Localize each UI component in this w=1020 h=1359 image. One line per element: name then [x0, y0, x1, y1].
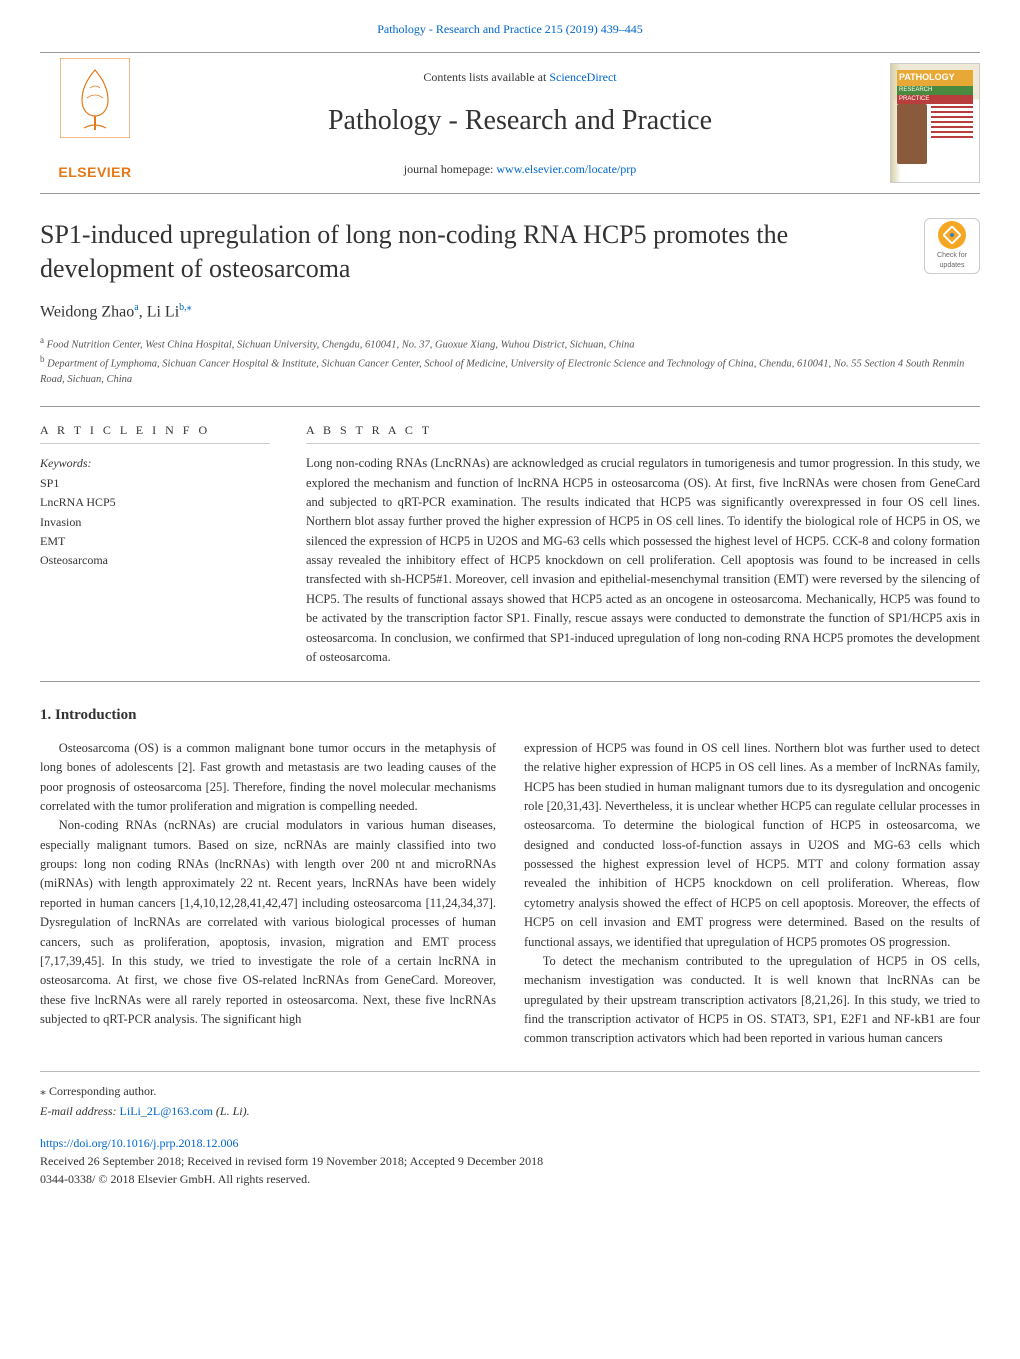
email-line: E-mail address: LiLi_2L@163.com (L. Li).: [40, 1102, 980, 1120]
intro-p2b: expression of HCP5 was found in OS cell …: [524, 739, 980, 952]
journal-name: Pathology - Research and Practice: [150, 100, 890, 142]
contents-line: Contents lists available at ScienceDirec…: [150, 68, 890, 86]
intro-p1: Osteosarcoma (OS) is a common malignant …: [40, 739, 496, 817]
elsevier-logo: ELSEVIER: [40, 63, 150, 183]
cover-sub2: PRACTICE: [897, 95, 973, 104]
sciencedirect-link[interactable]: ScienceDirect: [549, 70, 616, 84]
journal-cover-thumbnail: PATHOLOGY RESEARCH PRACTICE: [890, 63, 980, 183]
section-1-heading: 1. Introduction: [40, 704, 980, 727]
footer-rule: [40, 1071, 980, 1072]
corresponding-star: ⁎: [187, 302, 192, 313]
keyword-item: SP1: [40, 474, 270, 493]
check-updates-badge[interactable]: Check for updates: [924, 218, 980, 274]
keyword-item: LncRNA HCP5: [40, 493, 270, 512]
running-header-link[interactable]: Pathology - Research and Practice 215 (2…: [377, 22, 643, 36]
intro-p2: Non-coding RNAs (ncRNAs) are crucial mod…: [40, 816, 496, 1029]
aff-b: Department of Lymphoma, Sichuan Cancer H…: [40, 359, 964, 386]
cover-sub1: RESEARCH: [897, 86, 973, 95]
article-info-heading: A R T I C L E I N F O: [40, 421, 270, 444]
body-two-columns: Osteosarcoma (OS) is a common malignant …: [40, 739, 980, 1049]
author-1-aff: a: [134, 302, 138, 313]
elsevier-brand-text: ELSEVIER: [58, 162, 131, 183]
updates-line1: Check for: [937, 251, 967, 262]
cover-title: PATHOLOGY: [897, 70, 973, 86]
author-2-aff: b,: [179, 302, 187, 313]
elsevier-tree-icon: [60, 58, 130, 162]
contents-prefix: Contents lists available at: [423, 70, 549, 84]
article-title: SP1-induced upregulation of long non-cod…: [40, 218, 908, 286]
info-abstract-block: A R T I C L E I N F O Keywords: SP1 LncR…: [40, 406, 980, 682]
homepage-link[interactable]: www.elsevier.com/locate/prp: [496, 162, 636, 176]
doi-line: https://doi.org/10.1016/j.prp.2018.12.00…: [40, 1134, 980, 1152]
journal-header: ELSEVIER Contents lists available at Sci…: [40, 52, 980, 194]
doi-link[interactable]: https://doi.org/10.1016/j.prp.2018.12.00…: [40, 1136, 238, 1150]
section-introduction: 1. Introduction Osteosarcoma (OS) is a c…: [40, 704, 980, 1049]
intro-p3: To detect the mechanism contributed to t…: [524, 952, 980, 1049]
updates-icon: [938, 221, 966, 249]
keyword-item: Osteosarcoma: [40, 551, 270, 570]
email-link[interactable]: LiLi_2L@163.com: [120, 1104, 213, 1118]
abstract-heading: A B S T R A C T: [306, 421, 980, 444]
abstract-column: A B S T R A C T Long non-coding RNAs (Ln…: [306, 421, 980, 667]
email-suffix: (L. Li).: [213, 1104, 250, 1118]
abstract-text: Long non-coding RNAs (LncRNAs) are ackno…: [306, 454, 980, 667]
issn-line: 0344-0338/ © 2018 Elsevier GmbH. All rig…: [40, 1170, 980, 1188]
authors: Weidong Zhaoa, Li Lib,⁎: [40, 300, 980, 324]
keywords-label: Keywords:: [40, 454, 270, 472]
aff-a: Food Nutrition Center, West China Hospit…: [44, 339, 635, 350]
author-2: Li Li: [147, 303, 179, 320]
author-1: Weidong Zhao: [40, 303, 134, 320]
header-center: Contents lists available at ScienceDirec…: [150, 68, 890, 178]
article-info-column: A R T I C L E I N F O Keywords: SP1 LncR…: [40, 421, 270, 667]
received-line: Received 26 September 2018; Received in …: [40, 1152, 980, 1170]
homepage-line: journal homepage: www.elsevier.com/locat…: [150, 160, 890, 178]
running-header: Pathology - Research and Practice 215 (2…: [40, 20, 980, 38]
keywords-list: SP1 LncRNA HCP5 Invasion EMT Osteosarcom…: [40, 474, 270, 570]
corr-text: Corresponding author.: [46, 1084, 156, 1098]
keyword-item: EMT: [40, 532, 270, 551]
email-label: E-mail address:: [40, 1104, 120, 1118]
keyword-item: Invasion: [40, 513, 270, 532]
affiliations: a Food Nutrition Center, West China Hosp…: [40, 334, 980, 388]
updates-line2: updates: [940, 261, 965, 272]
corresponding-author: ⁎ Corresponding author.: [40, 1082, 980, 1100]
homepage-prefix: journal homepage:: [404, 162, 497, 176]
